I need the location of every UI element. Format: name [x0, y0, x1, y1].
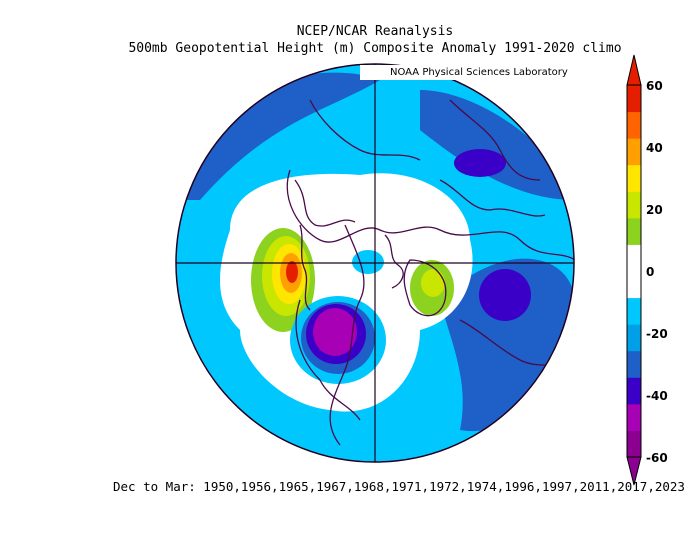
colorbar-segment — [627, 164, 641, 192]
colorbar-segment — [627, 217, 641, 245]
colorbar-segment — [627, 324, 641, 352]
colorbar-segment — [627, 430, 641, 458]
colorbar-segment — [627, 271, 641, 299]
colorbar-label-minus60: -60 — [646, 451, 668, 465]
composite-years: Dec to Mar: 1950,1956,1965,1967,1968,197… — [113, 479, 685, 494]
colorbar-frame — [626, 84, 642, 458]
colorbar-segment — [627, 138, 641, 166]
colorbar-segment — [627, 244, 641, 272]
colorbar-label-0: 0 — [646, 265, 654, 279]
title-line-1: NCEP/NCAR Reanalysis — [296, 24, 454, 39]
colorbar-segment — [627, 85, 641, 113]
colorbar-label-60: 60 — [646, 79, 663, 93]
anomaly-negative-east — [479, 269, 531, 321]
colorbar-segment — [627, 191, 641, 219]
colorbar-segment — [627, 377, 641, 405]
title-line-2: 500mb Geopotential Height (m) Composite … — [128, 41, 622, 56]
colorbar-label-minus20: -20 — [646, 327, 668, 341]
colorbar-segment — [627, 403, 641, 431]
anomaly-positive-60 — [286, 261, 298, 283]
anomaly-positive-east-30 — [421, 269, 445, 297]
colorbar-label-minus40: -40 — [646, 389, 668, 403]
credit-label: NOAA Physical Sciences Laboratory — [360, 65, 576, 80]
colorbar-segment — [627, 111, 641, 139]
anomaly-negative-50 — [313, 308, 357, 356]
map-border — [175, 63, 575, 463]
colorbar-top-triangle — [626, 54, 642, 86]
colorbar-segment — [627, 297, 641, 325]
colorbar-label-40: 40 — [646, 141, 663, 155]
colorbar-label-20: 20 — [646, 203, 663, 217]
colorbar: 60 40 20 0 -20 -40 -60 — [626, 54, 668, 486]
anomaly-negative-pole — [352, 250, 384, 274]
colorbar-segment — [627, 350, 641, 378]
anomaly-negative-north — [454, 149, 506, 177]
